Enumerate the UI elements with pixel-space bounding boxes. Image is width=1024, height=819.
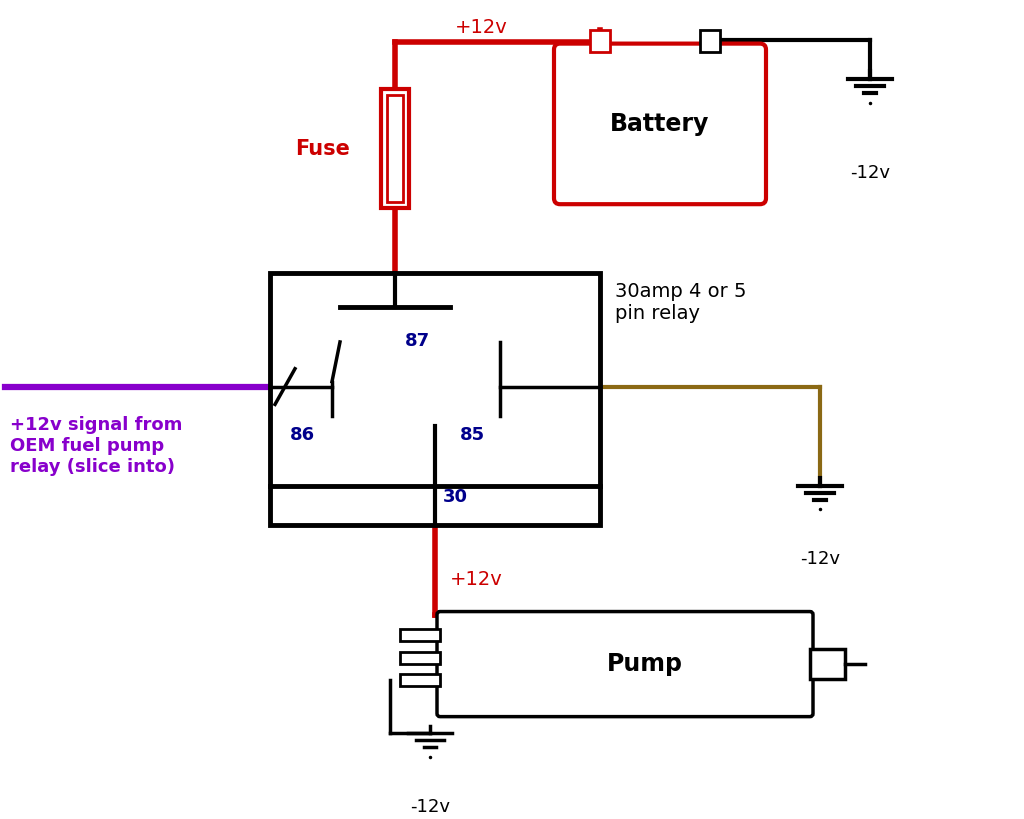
Text: 86: 86 [290,426,315,444]
Text: 30amp 4 or 5
pin relay: 30amp 4 or 5 pin relay [615,283,746,324]
FancyBboxPatch shape [437,612,813,717]
Bar [400,652,440,664]
Text: -12v: -12v [850,164,890,182]
Text: 87: 87 [406,332,430,350]
Bar [270,273,600,525]
Text: +12v: +12v [450,570,503,590]
Bar [387,95,403,202]
Bar [700,29,720,52]
Bar [381,89,409,208]
FancyBboxPatch shape [554,43,766,204]
Text: Fuse: Fuse [295,138,350,159]
Text: Pump: Pump [607,652,683,676]
Text: 30: 30 [443,487,468,505]
Text: +12v signal from
OEM fuel pump
relay (slice into): +12v signal from OEM fuel pump relay (sl… [10,416,182,476]
Text: -12v: -12v [410,798,450,816]
Text: +12v: +12v [455,18,508,37]
Bar [400,630,440,641]
Bar [810,649,845,679]
Text: 85: 85 [460,426,485,444]
Text: -12v: -12v [800,550,840,568]
Bar [400,674,440,686]
Text: Battery: Battery [610,112,710,136]
Bar [590,29,610,52]
